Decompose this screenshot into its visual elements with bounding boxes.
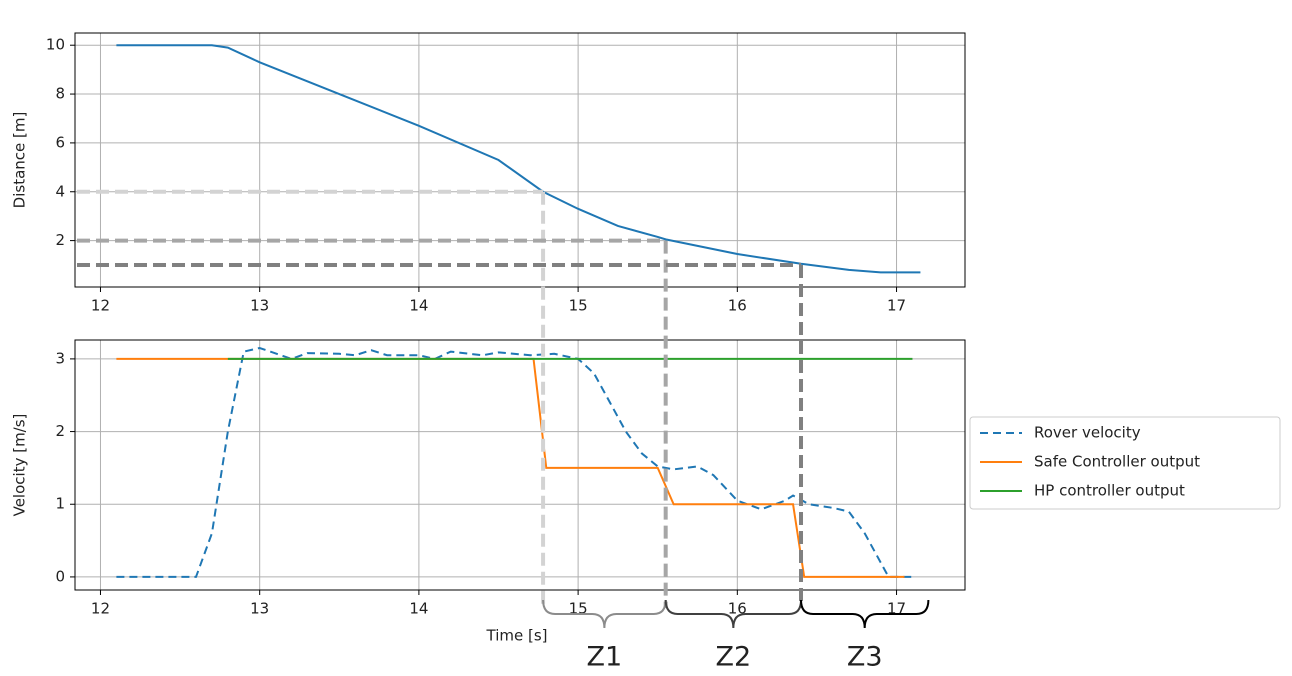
- x-tick-label: 17: [887, 297, 906, 315]
- zone-brace: [664, 599, 803, 629]
- x-tick-label: 12: [91, 600, 110, 618]
- y-tick-label: 8: [55, 85, 65, 103]
- zone-label: Z1: [587, 642, 623, 673]
- data-line: [116, 346, 913, 578]
- y-tick-label: 0: [55, 567, 65, 585]
- x-tick-label: 12: [91, 297, 110, 315]
- y-tick-label: 1: [55, 495, 65, 513]
- legend-label: Safe Controller output: [1034, 453, 1200, 471]
- data-line: [116, 44, 921, 274]
- y-tick-label: 2: [55, 422, 65, 440]
- x-tick-label: 13: [250, 297, 269, 315]
- legend-box: [969, 416, 1281, 510]
- legend-label: Rover velocity: [1034, 424, 1141, 442]
- legend-label: HP controller output: [1034, 482, 1185, 500]
- x-tick-label: 14: [409, 297, 428, 315]
- zone-label: Z3: [847, 642, 883, 673]
- x-axis-label: Time [s]: [486, 627, 548, 645]
- axes-frame: [74, 32, 966, 288]
- y-tick-label: 3: [55, 349, 65, 367]
- x-tick-label: 13: [250, 600, 269, 618]
- zone-label: Z2: [716, 642, 752, 673]
- y-axis-label: Velocity [m/s]: [11, 414, 29, 517]
- x-tick-label: 16: [728, 297, 747, 315]
- y-tick-label: 4: [55, 182, 65, 200]
- x-tick-label: 14: [409, 600, 428, 618]
- y-tick-label: 10: [46, 36, 65, 54]
- y-tick-label: 2: [55, 231, 65, 249]
- y-tick-label: 6: [55, 133, 65, 151]
- zone-brace: [542, 599, 667, 629]
- x-tick-label: 16: [728, 600, 747, 618]
- x-tick-label: 15: [569, 297, 588, 315]
- y-axis-label: Distance [m]: [11, 112, 29, 209]
- data-line: [116, 357, 905, 578]
- axes-frame: [74, 339, 966, 591]
- zone-brace: [800, 599, 930, 629]
